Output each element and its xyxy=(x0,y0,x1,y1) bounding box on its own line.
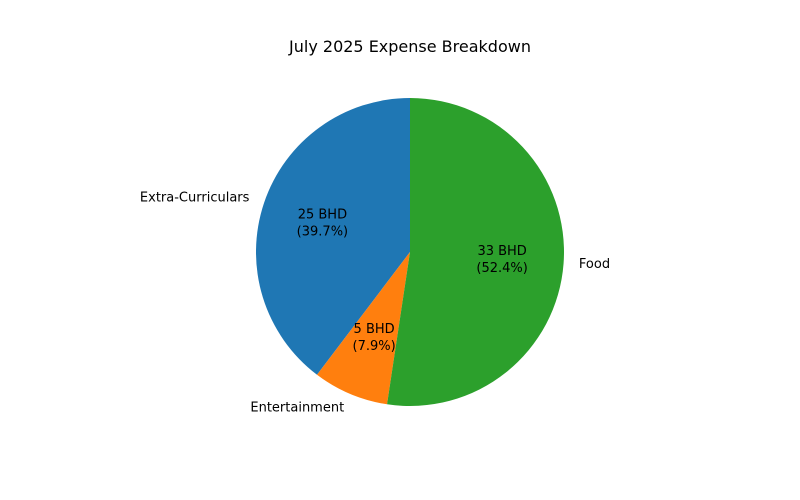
pie-slice-extra-curriculars xyxy=(256,98,410,375)
category-label-food: Food xyxy=(579,257,610,272)
value-label-food: 33 BHD (52.4%) xyxy=(476,244,527,276)
category-label-entertainment: Entertainment xyxy=(250,401,344,416)
pie-slice-entertainment xyxy=(317,252,410,405)
chart-title: July 2025 Expense Breakdown xyxy=(288,37,531,56)
value-amount-food: 33 BHD xyxy=(477,244,526,259)
value-percent-food: (52.4%) xyxy=(476,261,527,276)
value-amount-extra-curriculars: 25 BHD xyxy=(298,208,347,223)
value-percent-extra-curriculars: (39.7%) xyxy=(297,225,348,240)
value-label-entertainment: 5 BHD (7.9%) xyxy=(353,322,396,354)
category-label-extra-curriculars: Extra-Curriculars xyxy=(140,191,250,206)
value-amount-entertainment: 5 BHD xyxy=(354,322,395,337)
value-percent-entertainment: (7.9%) xyxy=(353,339,396,354)
value-label-extra-curriculars: 25 BHD (39.7%) xyxy=(297,208,348,240)
pie-slice-food xyxy=(387,98,565,406)
pie-labels: Extra-Curriculars 25 BHD (39.7%) Entertainm… xyxy=(140,191,610,416)
pie-slices xyxy=(256,98,565,406)
